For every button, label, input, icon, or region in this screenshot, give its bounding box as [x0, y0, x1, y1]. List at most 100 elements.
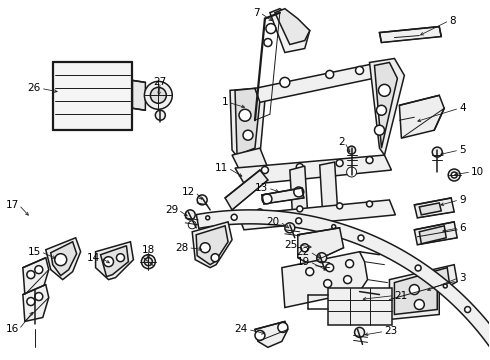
Polygon shape — [192, 222, 232, 268]
Text: 29: 29 — [165, 205, 178, 215]
Polygon shape — [235, 155, 392, 185]
Polygon shape — [238, 200, 395, 230]
Text: 21: 21 — [394, 291, 408, 301]
Circle shape — [188, 221, 196, 229]
Text: 3: 3 — [459, 273, 466, 283]
Circle shape — [326, 264, 334, 272]
Circle shape — [264, 39, 272, 46]
Polygon shape — [379, 27, 441, 42]
Polygon shape — [419, 203, 441, 215]
Text: 17: 17 — [5, 200, 19, 210]
Text: 16: 16 — [5, 324, 19, 334]
Polygon shape — [262, 188, 304, 204]
Circle shape — [255, 330, 265, 340]
Polygon shape — [255, 321, 288, 347]
Polygon shape — [399, 95, 444, 138]
Bar — [53, 62, 132, 130]
Polygon shape — [255, 62, 388, 102]
Circle shape — [367, 201, 372, 207]
Circle shape — [142, 255, 155, 269]
Circle shape — [337, 203, 343, 209]
Text: 4: 4 — [459, 103, 466, 113]
Text: 24: 24 — [235, 324, 248, 334]
Circle shape — [185, 210, 195, 220]
Circle shape — [35, 293, 43, 301]
Circle shape — [145, 258, 152, 266]
Circle shape — [266, 24, 276, 33]
Circle shape — [366, 157, 373, 163]
Text: 13: 13 — [255, 183, 268, 193]
Circle shape — [448, 169, 460, 181]
Circle shape — [306, 268, 314, 276]
Text: 23: 23 — [385, 327, 398, 336]
Polygon shape — [275, 9, 310, 45]
Circle shape — [55, 254, 67, 266]
Circle shape — [336, 159, 343, 167]
Circle shape — [332, 225, 336, 229]
Text: 20: 20 — [267, 217, 280, 227]
Polygon shape — [235, 88, 260, 155]
Text: 10: 10 — [471, 167, 484, 177]
Circle shape — [409, 285, 419, 294]
Circle shape — [150, 87, 166, 103]
Circle shape — [296, 163, 303, 171]
Polygon shape — [374, 62, 397, 148]
Text: 7: 7 — [253, 8, 260, 18]
Text: 6: 6 — [459, 223, 466, 233]
Polygon shape — [132, 80, 146, 110]
Polygon shape — [270, 9, 310, 53]
Circle shape — [231, 214, 237, 220]
Circle shape — [35, 266, 43, 274]
Polygon shape — [96, 242, 133, 280]
Polygon shape — [290, 166, 308, 220]
Text: 28: 28 — [175, 243, 188, 253]
Text: 15: 15 — [27, 247, 41, 257]
Circle shape — [317, 253, 327, 263]
Circle shape — [27, 298, 35, 306]
Polygon shape — [394, 268, 449, 315]
Polygon shape — [196, 226, 228, 265]
Circle shape — [346, 167, 357, 177]
Text: 26: 26 — [27, 84, 41, 93]
Circle shape — [355, 328, 365, 337]
Circle shape — [347, 146, 356, 154]
Circle shape — [301, 244, 309, 252]
Text: 25: 25 — [285, 240, 298, 250]
Circle shape — [356, 67, 364, 75]
Circle shape — [197, 195, 207, 205]
Text: 5: 5 — [459, 145, 466, 155]
Circle shape — [343, 276, 352, 284]
Circle shape — [415, 300, 424, 310]
Text: 9: 9 — [459, 195, 466, 205]
Circle shape — [243, 130, 253, 140]
Circle shape — [278, 323, 288, 332]
Polygon shape — [46, 238, 81, 280]
Text: 2: 2 — [338, 137, 344, 147]
Circle shape — [239, 109, 251, 121]
Polygon shape — [232, 148, 268, 175]
Circle shape — [451, 172, 457, 178]
Circle shape — [294, 187, 304, 197]
Text: 8: 8 — [449, 15, 456, 26]
Text: 18: 18 — [142, 245, 155, 255]
Polygon shape — [390, 265, 457, 319]
Circle shape — [200, 243, 210, 253]
Text: 27: 27 — [154, 77, 167, 87]
Polygon shape — [100, 246, 128, 276]
Polygon shape — [23, 258, 49, 294]
Circle shape — [262, 194, 272, 204]
Polygon shape — [282, 252, 368, 307]
Polygon shape — [319, 162, 338, 215]
Text: 11: 11 — [215, 163, 228, 173]
Circle shape — [374, 125, 385, 135]
Polygon shape — [225, 170, 268, 210]
Circle shape — [145, 81, 172, 109]
Circle shape — [257, 209, 263, 215]
Circle shape — [326, 71, 334, 78]
Circle shape — [285, 223, 295, 233]
Polygon shape — [23, 285, 49, 321]
Circle shape — [324, 280, 332, 288]
Polygon shape — [369, 58, 404, 155]
Polygon shape — [196, 210, 490, 360]
Text: 22: 22 — [296, 247, 310, 257]
